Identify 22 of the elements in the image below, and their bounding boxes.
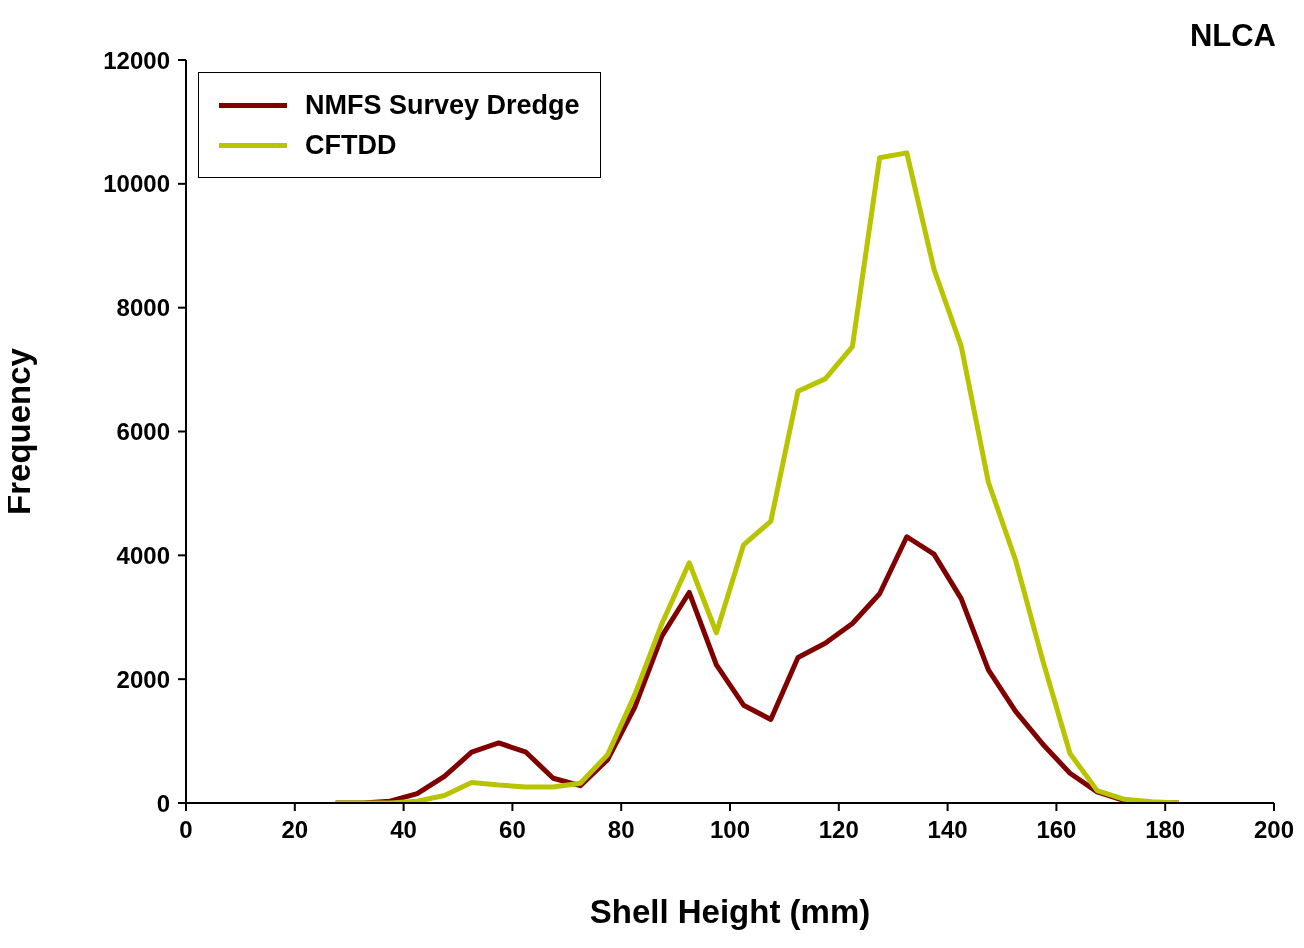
y-tick-label: 8000 <box>116 294 170 322</box>
chart-title: NLCA <box>1189 18 1276 54</box>
x-tick-label: 140 <box>927 816 968 844</box>
x-tick-label: 200 <box>1253 816 1295 844</box>
y-tick-label: 2000 <box>116 665 170 693</box>
x-tick-label: 100 <box>709 816 751 844</box>
y-tick-label: 4000 <box>116 541 170 569</box>
x-tick-label: 80 <box>607 816 635 844</box>
x-tick-label: 120 <box>818 816 859 844</box>
x-tick-label: 60 <box>499 816 526 844</box>
y-tick-label: 12000 <box>103 46 170 74</box>
x-tick-label: 40 <box>390 816 417 844</box>
y-tick-label: 6000 <box>116 418 170 446</box>
x-tick-label: 0 <box>179 816 193 844</box>
legend-label: NMFS Survey Dredge <box>305 89 580 121</box>
y-tick-label: 0 <box>156 789 170 817</box>
x-tick-label: 180 <box>1145 816 1186 844</box>
x-axis-title: Shell Height (mm) <box>589 893 871 930</box>
legend-label: CFTDD <box>305 129 397 161</box>
x-tick-label: 20 <box>281 816 309 844</box>
y-tick-label: 10000 <box>103 170 170 198</box>
x-tick-label: 160 <box>1036 816 1077 844</box>
